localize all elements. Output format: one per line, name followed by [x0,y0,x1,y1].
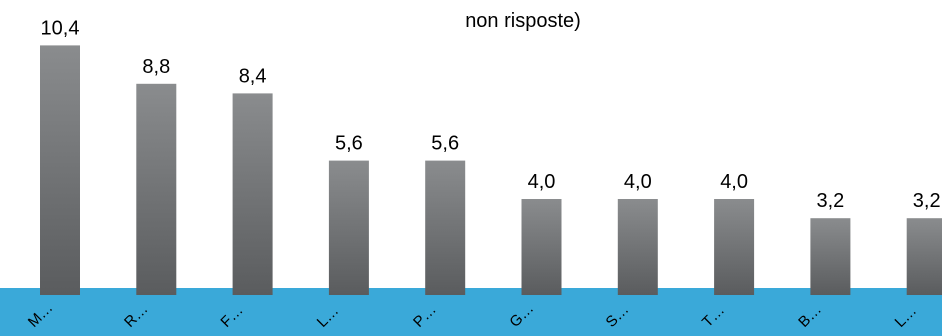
bar-value-label: 8,4 [239,65,267,87]
bar [521,199,562,295]
bar-value-label: 4,0 [720,171,748,193]
bar [810,218,851,295]
bar [617,199,658,295]
bar-value-label: 3,2 [913,190,941,212]
bar-value-label: 5,6 [335,133,363,155]
bar [328,160,369,295]
bar [425,160,466,295]
bar-value-label: 8,8 [142,56,170,78]
bar-value-label: 5,6 [431,133,459,155]
bar [136,83,177,295]
bar-value-label: 3,2 [816,190,844,212]
bar [232,93,273,296]
chart-floor [0,288,942,336]
bar [40,45,80,296]
bar-value-label: 10,4 [41,17,80,39]
chart-subtitle: non risposte) [465,10,581,32]
bar-value-label: 4,0 [528,171,556,193]
bar [906,218,942,295]
bar [714,199,755,295]
bar-value-label: 4,0 [624,171,652,193]
